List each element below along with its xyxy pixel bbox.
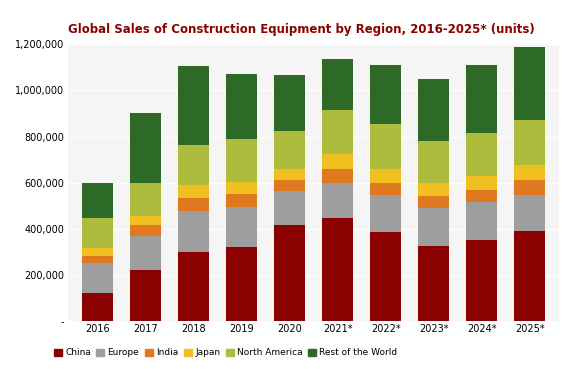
Bar: [82, 248, 113, 256]
Bar: [226, 74, 257, 139]
Bar: [370, 183, 401, 195]
Bar: [226, 194, 257, 207]
Bar: [130, 225, 161, 236]
Bar: [178, 198, 209, 211]
Bar: [466, 65, 497, 133]
Bar: [82, 263, 113, 293]
Bar: [178, 252, 209, 321]
Bar: [418, 79, 449, 141]
Bar: [466, 190, 497, 202]
Bar: [178, 66, 209, 145]
Bar: [466, 176, 497, 190]
Bar: [370, 195, 401, 232]
Bar: [274, 169, 305, 180]
Bar: [226, 182, 257, 194]
Bar: [130, 270, 161, 321]
Bar: [82, 256, 113, 263]
Bar: [226, 207, 257, 247]
Bar: [274, 225, 305, 321]
Bar: [322, 183, 353, 218]
Bar: [418, 208, 449, 246]
Bar: [370, 169, 401, 183]
Bar: [322, 59, 353, 110]
Bar: [226, 139, 257, 182]
Bar: [226, 247, 257, 321]
Bar: [370, 65, 401, 124]
Bar: [82, 183, 113, 218]
Bar: [82, 218, 113, 248]
Bar: [130, 114, 161, 183]
Bar: [322, 218, 353, 321]
Bar: [322, 154, 353, 169]
Bar: [130, 236, 161, 270]
Bar: [514, 165, 545, 180]
Bar: [514, 231, 545, 321]
Bar: [418, 183, 449, 196]
Bar: [418, 246, 449, 321]
Legend: China, Europe, India, Japan, North America, Rest of the World: China, Europe, India, Japan, North Ameri…: [50, 345, 401, 361]
Bar: [274, 131, 305, 169]
Bar: [514, 195, 545, 231]
Text: Global Sales of Construction Equipment by Region, 2016-2025* (units): Global Sales of Construction Equipment b…: [68, 23, 535, 36]
Bar: [274, 75, 305, 131]
Bar: [178, 211, 209, 252]
Bar: [322, 110, 353, 154]
Bar: [466, 133, 497, 176]
Bar: [130, 183, 161, 216]
Bar: [514, 46, 545, 120]
Bar: [514, 120, 545, 165]
Bar: [274, 191, 305, 225]
Bar: [370, 232, 401, 321]
Bar: [418, 141, 449, 183]
Bar: [466, 202, 497, 240]
Bar: [418, 196, 449, 208]
Bar: [514, 180, 545, 195]
Bar: [82, 293, 113, 321]
Bar: [370, 124, 401, 169]
Bar: [274, 180, 305, 191]
Bar: [178, 185, 209, 198]
Bar: [130, 216, 161, 225]
Bar: [466, 240, 497, 321]
Bar: [178, 145, 209, 185]
Bar: [322, 169, 353, 183]
